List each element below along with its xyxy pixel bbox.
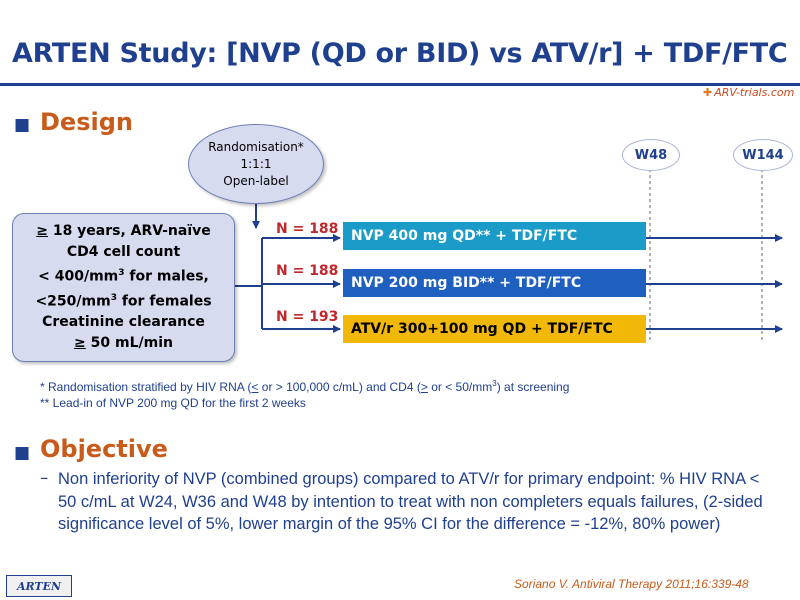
objective-text: Non inferiority of NVP (combined groups)… (58, 470, 763, 533)
arm-2-bar: NVP 200 mg BID** + TDF/FTC (343, 269, 646, 297)
eligibility-cd4-males: < 400/mm3 for males, (38, 267, 209, 285)
eligibility-box: ≥ 18 years, ARV-naïve CD4 cell count < 4… (12, 213, 235, 362)
eligibility-creatinine-value: ≥ 50 mL/min (74, 335, 173, 352)
randomisation-line-3: Open-label (223, 173, 289, 188)
objective-heading: Objective (40, 435, 168, 463)
week-w144-marker: W144 (733, 139, 793, 171)
design-heading: Design (40, 108, 133, 136)
citation: Soriano V. Antiviral Therapy 2011;16:339… (514, 577, 749, 591)
randomisation-box: Randomisation* 1:1:1 Open-label (188, 124, 324, 204)
arm-3-bar: ATV/r 300+100 mg QD + TDF/FTC (343, 315, 646, 343)
eligibility-age: ≥ 18 years, ARV-naïve (36, 222, 211, 239)
eligibility-cd4-females: <250/mm3 for females (35, 292, 212, 310)
design-bullet-icon: ■ (14, 115, 31, 135)
arm-1-n: N = 188 (276, 221, 339, 237)
arm-2-label: NVP 200 mg BID** + TDF/FTC (351, 275, 582, 291)
logo-text: ARV-trials.com (714, 86, 795, 99)
randomisation-line-1: Randomisation* (208, 139, 304, 154)
footnote-randomisation: * Randomisation stratified by HIV RNA (<… (40, 379, 570, 394)
arm-3-n: N = 193 (276, 309, 339, 325)
arm-3-label: ATV/r 300+100 mg QD + TDF/FTC (351, 321, 613, 337)
arm-1-bar: NVP 400 mg QD** + TDF/FTC (343, 222, 646, 250)
header-rule (0, 83, 800, 86)
page-title: ARTEN Study: [NVP (QD or BID) vs ATV/r] … (12, 38, 788, 69)
objective-bullet-icon: ■ (14, 443, 31, 463)
randomisation-line-2: 1:1:1 (240, 156, 272, 171)
arm-1-label: NVP 400 mg QD** + TDF/FTC (351, 228, 578, 244)
site-logo: ✚ ARV-trials.com (703, 86, 794, 99)
eligibility-cd4-label: CD4 cell count (66, 243, 181, 260)
objective-dash: – (40, 468, 49, 487)
week-w48-marker: W48 (622, 139, 680, 171)
arm-2-n: N = 188 (276, 263, 339, 279)
study-tag: ARTEN (6, 575, 72, 597)
eligibility-creatinine-label: Creatinine clearance (42, 314, 205, 331)
logo-mark-icon: ✚ (703, 86, 713, 99)
footnote-lead-in: ** Lead-in of NVP 200 mg QD for the firs… (40, 396, 306, 410)
